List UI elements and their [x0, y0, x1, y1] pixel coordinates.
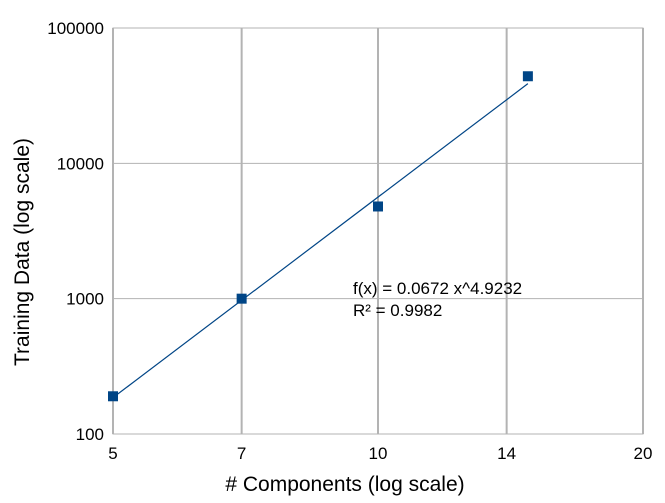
data-series — [108, 71, 533, 402]
trendline — [112, 83, 529, 399]
x-tick-label-4: 20 — [634, 444, 653, 463]
y-tick-label-2: 10000 — [57, 154, 104, 173]
x-axis-title: # Components (log scale) — [225, 473, 464, 496]
x-tick-labels: 5 7 10 14 20 — [108, 444, 652, 463]
trendline-equation: f(x) = 0.0672 x^4.9232 — [353, 279, 522, 298]
plot-frame — [112, 27, 644, 435]
x-tick-label-0: 5 — [108, 444, 117, 463]
data-point-3 — [522, 71, 533, 82]
data-point-1 — [236, 293, 247, 304]
plot-border — [112, 27, 644, 435]
y-tick-label-1: 1000 — [66, 290, 104, 309]
x-tick-label-2: 10 — [369, 444, 388, 463]
data-point-0 — [108, 391, 118, 402]
y-tick-labels: 100 1000 10000 100000 — [47, 19, 104, 444]
y-tick-label-0: 100 — [76, 425, 104, 444]
x-tick-label-1: 7 — [237, 444, 246, 463]
data-point-2 — [373, 201, 383, 212]
trendline-r-squared: R² = 0.9982 — [353, 301, 442, 320]
y-tick-label-3: 100000 — [47, 19, 104, 38]
y-axis-title: Training Data (log scale) — [11, 138, 34, 366]
x-tick-label-3: 14 — [497, 444, 516, 463]
